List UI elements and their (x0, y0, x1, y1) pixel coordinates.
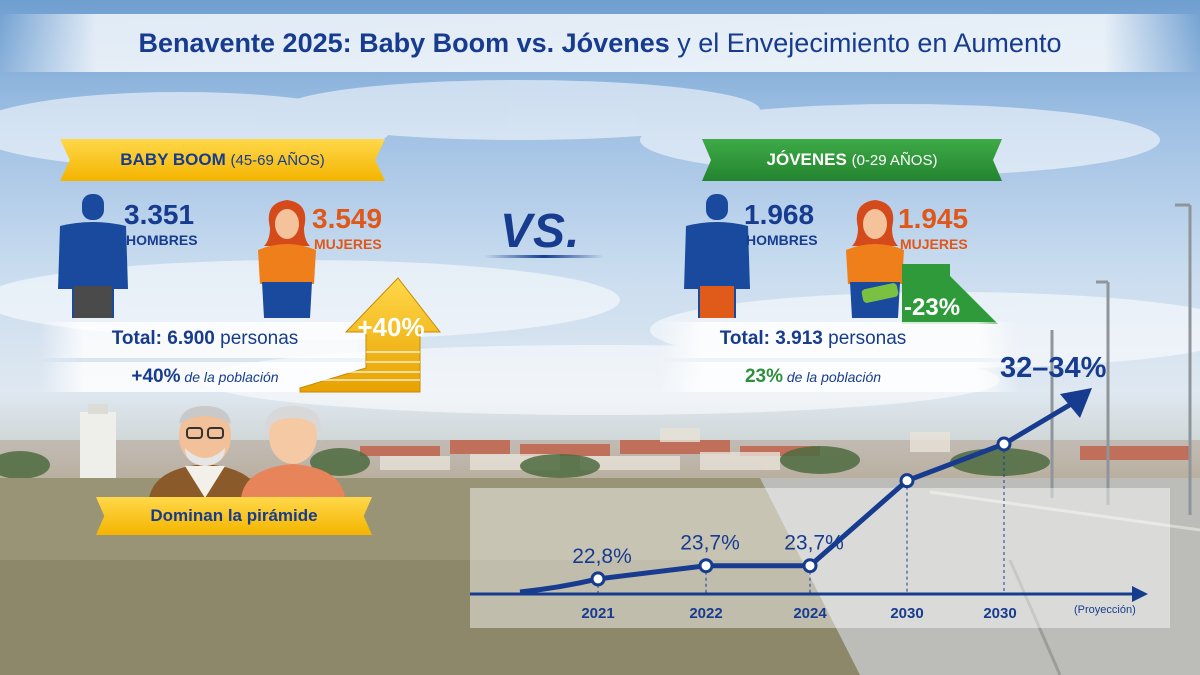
trend-arrowhead (1060, 388, 1092, 418)
young-woman-icon (846, 200, 904, 318)
youth-men-label: HOMBRES (746, 232, 818, 248)
data-point-0 (590, 571, 606, 587)
x-tick-label-1: 2022 (689, 605, 722, 622)
youth-ribbon-title: JÓVENES (766, 150, 847, 169)
x-tick-label-0: 2021 (581, 605, 614, 622)
projection-end-label: 32–34% (1000, 352, 1107, 384)
data-point-3 (899, 473, 915, 489)
data-point-4 (996, 436, 1012, 452)
baby-boom-men-value: 3.351 (124, 199, 195, 230)
baby-boom-total-value: 6.900 (167, 328, 215, 349)
decline-label: -23% (904, 294, 961, 321)
x-tick-label-2: 2024 (793, 605, 827, 622)
growth-arrow-label: +40% (357, 312, 425, 342)
woman-icon (258, 200, 316, 318)
dominate-label: Dominan la pirámide (150, 506, 318, 525)
baby-boom-pct-text: de la población (184, 369, 279, 385)
youth-men-value: 1.968 (744, 199, 815, 230)
title-rest: y el Envejecimiento en Aumento (677, 28, 1062, 58)
baby-boom-total-unit: personas (220, 328, 299, 349)
baby-boom-ribbon-title: BABY BOOM (120, 150, 226, 169)
page-title: Benavente 2025: Baby Boom vs. Jóvenes y … (0, 28, 1200, 59)
title-bold: Benavente 2025: Baby Boom vs. Jóvenes (138, 28, 670, 58)
youth-pct: 23% de la población (668, 366, 958, 388)
baby-boom-women-label: MUJERES (314, 236, 382, 252)
elderly-couple-icon (149, 406, 345, 498)
young-man-icon (684, 194, 750, 318)
youth-ribbon-range: (0-29 AÑOS) (851, 151, 938, 169)
youth-women-value: 1.945 (898, 203, 969, 234)
man-icon (58, 194, 128, 318)
x-tick-label-4: 2030 (983, 605, 1016, 622)
baby-boom-men-label: HOMBRES (126, 232, 198, 248)
youth-ribbon: JÓVENES (0-29 AÑOS) (702, 139, 1002, 181)
dominate-ribbon: Dominan la pirámide (96, 497, 372, 535)
vs-label: VS. (500, 205, 581, 258)
data-label-2: 23,7% (784, 532, 844, 555)
youth-women-label: MUJERES (900, 236, 968, 252)
baby-boom-pct-value: +40% (131, 366, 181, 387)
baby-boom-ribbon: BABY BOOM (45-69 AÑOS) (60, 139, 385, 181)
decline-arrow-icon (902, 264, 998, 324)
title-bar (0, 14, 1200, 72)
youth-total-value: 3.913 (775, 328, 823, 349)
youth-total-unit: personas (828, 328, 907, 349)
baby-boom-total-prefix: Total: (111, 328, 163, 349)
baby-boom-women-value: 3.549 (312, 203, 383, 234)
baby-boom-ribbon-range: (45-69 AÑOS) (230, 151, 325, 169)
data-point-1 (698, 558, 714, 574)
growth-arrow-icon (299, 277, 442, 393)
vs-underline (484, 255, 604, 258)
youth-total-band (660, 322, 1020, 358)
youth-pct-band (660, 362, 1020, 392)
youth-pct-text: de la población (786, 369, 882, 385)
youth-total: Total: 3.913 personas (668, 328, 958, 350)
youth-pct-value: 23% (744, 366, 783, 387)
x-tick-label-3: 2030 (890, 605, 923, 622)
x-axis-arrowhead (1132, 586, 1148, 602)
youth-total-prefix: Total: (719, 328, 771, 349)
data-label-1: 23,7% (680, 532, 740, 555)
trend-line (519, 397, 1080, 595)
baby-boom-pct: +40% de la población (60, 366, 350, 388)
projection-note: (Proyección) (1074, 604, 1136, 616)
baby-boom-total-band (40, 322, 400, 358)
data-point-2 (802, 558, 818, 574)
data-label-0: 22,8% (572, 545, 632, 568)
baby-boom-total: Total: 6.900 personas (60, 328, 350, 350)
